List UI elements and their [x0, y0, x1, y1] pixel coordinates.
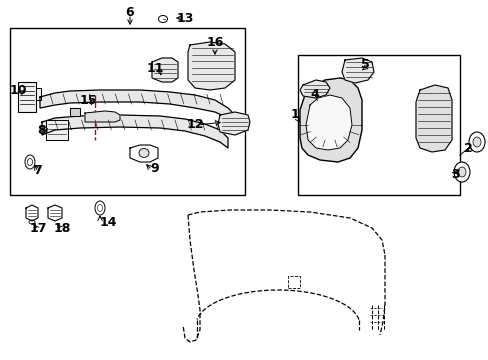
Ellipse shape: [158, 15, 167, 22]
Polygon shape: [152, 58, 178, 82]
Bar: [10, 28, 244, 195]
Text: 18: 18: [53, 221, 71, 234]
Bar: [287, 276, 299, 288]
Text: 15: 15: [79, 94, 97, 107]
Ellipse shape: [457, 167, 465, 177]
Polygon shape: [42, 115, 227, 148]
Text: 8: 8: [38, 123, 46, 136]
Text: 6: 6: [125, 5, 134, 18]
Bar: [297, 55, 459, 195]
Polygon shape: [341, 58, 373, 83]
Text: 10: 10: [9, 84, 27, 96]
Text: 17: 17: [29, 221, 47, 234]
Text: 5: 5: [360, 58, 368, 72]
Text: 11: 11: [146, 62, 163, 75]
Polygon shape: [299, 80, 329, 98]
Text: 12: 12: [186, 118, 203, 131]
Polygon shape: [70, 108, 80, 116]
Text: 4: 4: [310, 89, 319, 102]
Text: 9: 9: [150, 162, 159, 175]
Polygon shape: [218, 112, 249, 135]
FancyBboxPatch shape: [36, 88, 41, 100]
Polygon shape: [415, 85, 451, 152]
Ellipse shape: [139, 148, 149, 158]
Text: 7: 7: [34, 163, 42, 176]
Polygon shape: [85, 111, 120, 122]
Polygon shape: [187, 42, 235, 90]
FancyBboxPatch shape: [46, 120, 68, 140]
Polygon shape: [48, 205, 62, 221]
Ellipse shape: [95, 201, 105, 215]
Text: 13: 13: [176, 12, 193, 24]
Ellipse shape: [472, 137, 480, 147]
Polygon shape: [305, 95, 351, 150]
Polygon shape: [40, 90, 235, 122]
Text: 1: 1: [290, 108, 299, 122]
Polygon shape: [130, 145, 158, 162]
Text: 14: 14: [99, 216, 117, 229]
Text: 2: 2: [463, 141, 471, 154]
Polygon shape: [26, 205, 38, 221]
Ellipse shape: [453, 162, 469, 182]
FancyBboxPatch shape: [18, 82, 36, 112]
Ellipse shape: [468, 132, 484, 152]
Text: 3: 3: [450, 168, 458, 181]
Polygon shape: [299, 78, 361, 162]
Ellipse shape: [25, 155, 35, 169]
Text: 16: 16: [206, 36, 223, 49]
